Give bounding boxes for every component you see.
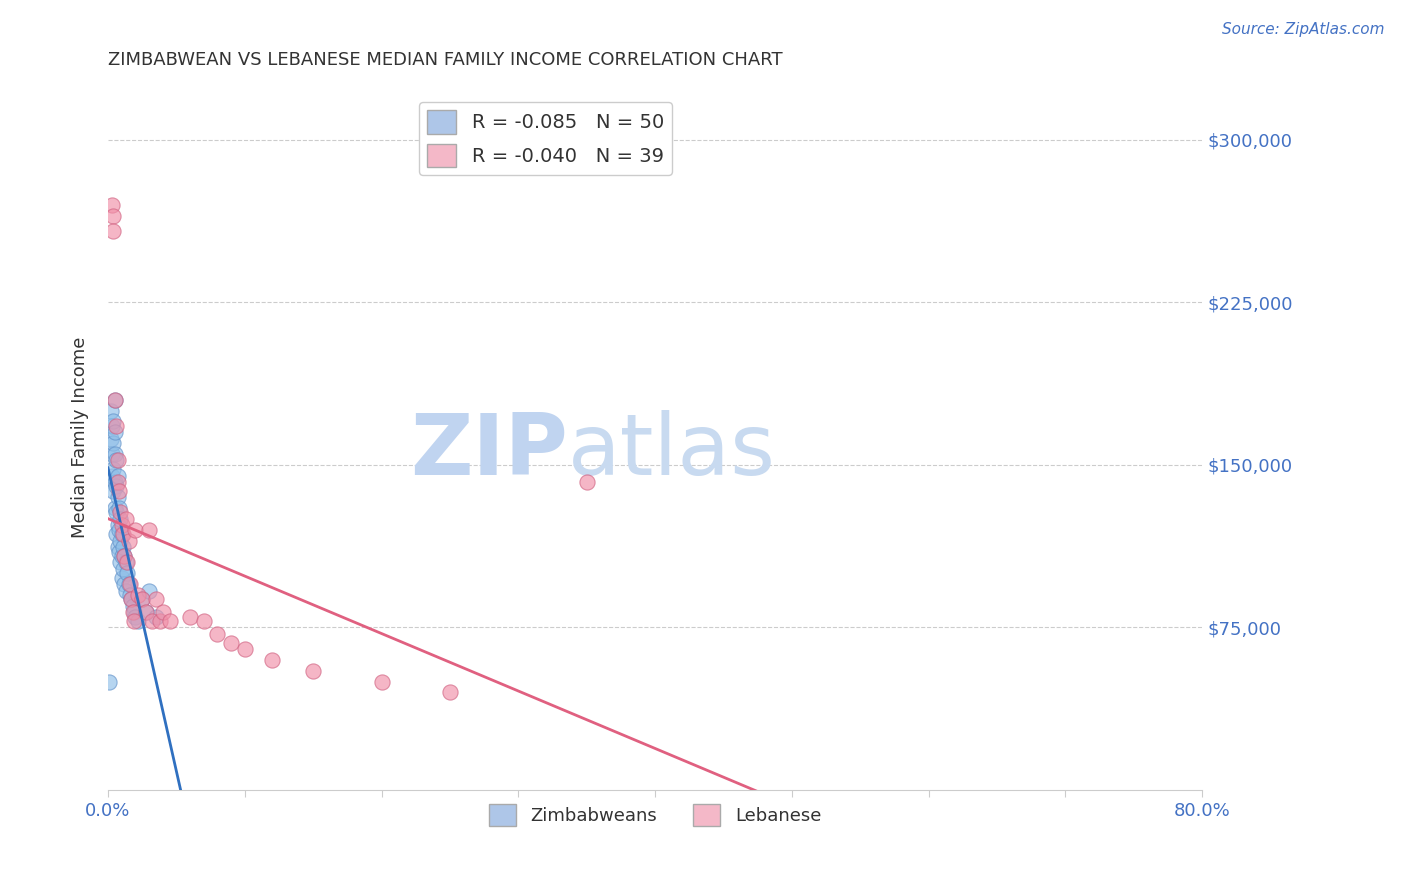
Point xyxy=(112,540,135,554)
Point xyxy=(117,533,139,548)
Y-axis label: Median Family Income: Median Family Income xyxy=(72,337,89,539)
Text: Source: ZipAtlas.com: Source: ZipAtlas.com xyxy=(1222,22,1385,37)
Point xyxy=(111,570,134,584)
Point xyxy=(135,605,157,619)
Point xyxy=(103,224,125,238)
Point xyxy=(149,614,172,628)
Point xyxy=(108,523,131,537)
Point xyxy=(111,527,134,541)
Point xyxy=(110,555,132,569)
Point xyxy=(104,475,127,490)
Point xyxy=(101,447,124,461)
Point xyxy=(127,588,149,602)
Point xyxy=(101,198,124,212)
Point xyxy=(105,453,128,467)
Text: ZIP: ZIP xyxy=(409,410,568,493)
Point xyxy=(131,592,153,607)
Point xyxy=(105,418,128,433)
Point xyxy=(104,501,127,516)
Point xyxy=(115,566,138,581)
Point xyxy=(121,599,143,613)
Point xyxy=(122,614,145,628)
Point xyxy=(107,468,129,483)
Text: ZIMBABWEAN VS LEBANESE MEDIAN FAMILY INCOME CORRELATION CHART: ZIMBABWEAN VS LEBANESE MEDIAN FAMILY INC… xyxy=(108,51,783,69)
Point xyxy=(108,483,131,498)
Point xyxy=(118,577,141,591)
Point xyxy=(124,523,146,537)
Point xyxy=(104,447,127,461)
Point xyxy=(145,609,167,624)
Point xyxy=(107,540,129,554)
Point xyxy=(107,518,129,533)
Point xyxy=(108,544,131,558)
Point xyxy=(575,475,598,490)
Point xyxy=(118,588,141,602)
Point xyxy=(100,432,122,446)
Point xyxy=(219,635,242,649)
Point xyxy=(207,627,229,641)
Point xyxy=(141,614,163,628)
Point xyxy=(111,549,134,563)
Point xyxy=(112,562,135,576)
Point xyxy=(112,527,135,541)
Point xyxy=(107,475,129,490)
Point xyxy=(135,605,157,619)
Point xyxy=(105,527,128,541)
Point xyxy=(112,577,135,591)
Point xyxy=(127,614,149,628)
Point xyxy=(179,609,201,624)
Point xyxy=(104,392,127,407)
Point xyxy=(233,642,256,657)
Point xyxy=(107,453,129,467)
Point xyxy=(103,414,125,428)
Point xyxy=(111,518,134,533)
Point xyxy=(114,512,136,526)
Point xyxy=(115,555,138,569)
Point xyxy=(121,605,143,619)
Point xyxy=(439,685,461,699)
Point xyxy=(159,614,181,628)
Point xyxy=(112,549,135,563)
Point xyxy=(110,512,132,526)
Legend: Zimbabweans, Lebanese: Zimbabweans, Lebanese xyxy=(482,797,828,834)
Point xyxy=(138,583,160,598)
Point xyxy=(103,462,125,476)
Point xyxy=(98,674,121,689)
Point xyxy=(103,209,125,223)
Point xyxy=(101,468,124,483)
Point xyxy=(117,577,139,591)
Point xyxy=(145,592,167,607)
Point xyxy=(370,674,392,689)
Point xyxy=(104,392,127,407)
Point xyxy=(302,664,325,678)
Point xyxy=(152,605,174,619)
Point xyxy=(124,609,146,624)
Point xyxy=(100,403,122,417)
Point xyxy=(103,436,125,450)
Point xyxy=(114,555,136,569)
Point xyxy=(110,506,132,520)
Point xyxy=(103,483,125,498)
Point xyxy=(193,614,215,628)
Point xyxy=(104,425,127,440)
Point xyxy=(108,501,131,516)
Point xyxy=(120,592,142,607)
Point xyxy=(114,583,136,598)
Point xyxy=(131,592,153,607)
Point xyxy=(262,653,284,667)
Point xyxy=(107,491,129,505)
Point xyxy=(105,479,128,493)
Point xyxy=(138,523,160,537)
Point xyxy=(122,605,145,619)
Point xyxy=(112,549,135,563)
Point xyxy=(101,418,124,433)
Point xyxy=(120,592,142,607)
Text: atlas: atlas xyxy=(568,410,776,493)
Point xyxy=(110,533,132,548)
Point xyxy=(105,506,128,520)
